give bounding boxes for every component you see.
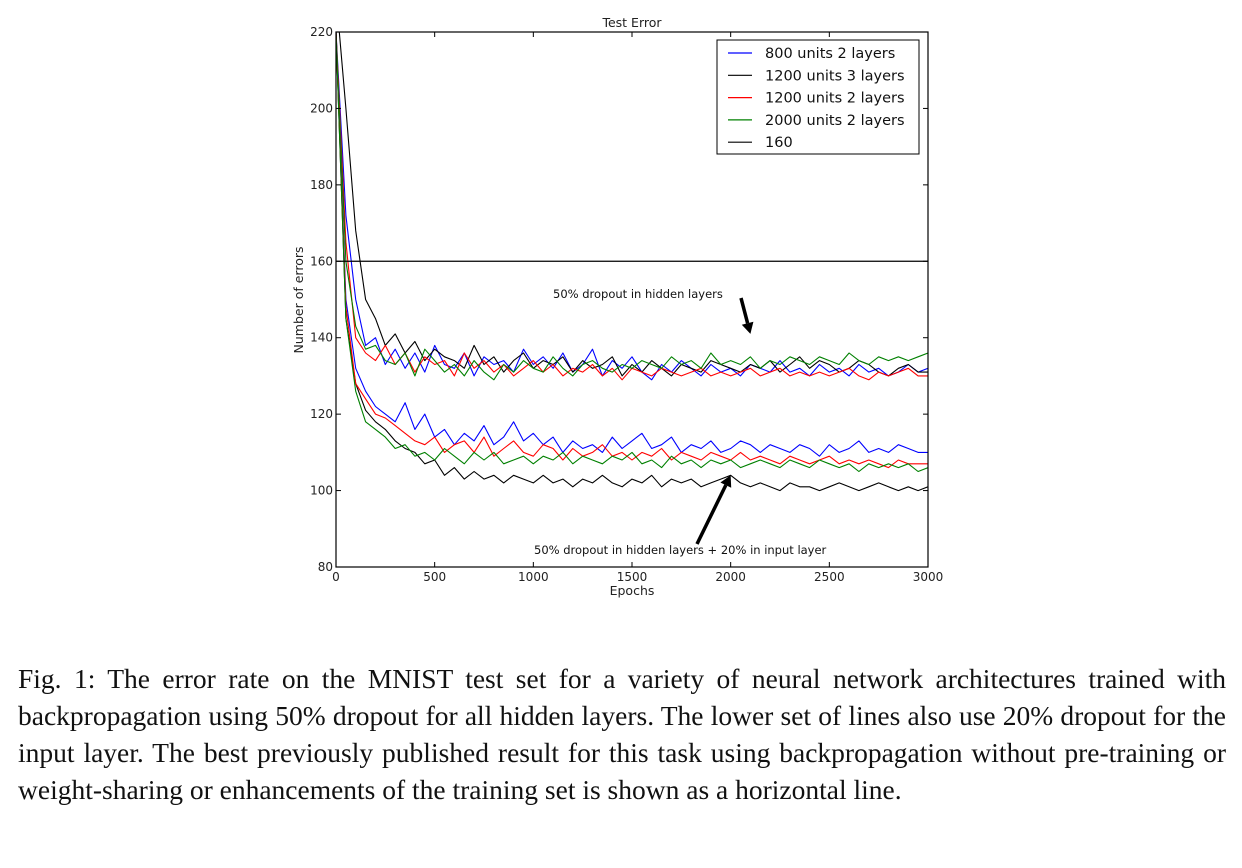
series-line-hidden+input-dropout-1200-units-2-layers [336,32,928,469]
series-line-hidden+input-dropout-2000-units-2-layers [336,32,928,473]
y-tick-label: 180 [310,178,333,192]
series-line-hidden-dropout-2000-units-2-layers [336,32,928,381]
chart-title: Test Error [601,15,662,30]
x-tick-label: 2500 [814,570,845,584]
annotation-lower: 50% dropout in hidden layers + 20% in in… [534,543,827,557]
arrow-upper-icon [739,297,754,334]
figure-caption: Fig. 1: The error rate on the MNIST test… [18,663,1226,805]
x-axis-label: Epochs [610,583,655,598]
x-tick-label: 0 [332,570,340,584]
x-tick-label: 2000 [715,570,746,584]
x-tick-label: 500 [423,570,446,584]
legend-label: 2000 units 2 layers [765,113,905,129]
y-axis-label: Number of errors [291,247,306,354]
test-error-chart: Test Error 50% dropout in hidden layers … [291,15,943,598]
x-tick-label: 1000 [518,570,549,584]
y-tick-label: 200 [310,101,333,115]
series-layer [336,32,928,492]
series-line-hidden-dropout-1200-units-3-layers [338,32,928,377]
annotation-layer: 50% dropout in hidden layers 50% dropout… [534,287,827,557]
x-tick-label: 3000 [913,570,944,584]
legend-label: 800 units 2 layers [765,46,895,62]
y-tick-label: 80 [318,560,333,574]
series-line-hidden-dropout-800-units-2-layers [336,32,928,381]
annotation-upper: 50% dropout in hidden layers [553,287,723,301]
y-tick-label: 220 [310,25,333,39]
tick-layer: 0 500 1000 1500 2000 2500 3000 80 100 120 140 160 18… [310,25,943,584]
arrow-lower-icon [695,475,732,545]
y-tick-label: 160 [310,254,333,268]
y-tick-label: 100 [310,484,333,498]
y-tick-label: 140 [310,331,333,345]
y-tick-label: 120 [310,407,333,421]
legend-label: 1200 units 3 layers [765,68,905,84]
legend-label: 1200 units 2 layers [765,91,905,107]
legend: 800 units 2 layers 1200 units 3 layers 120… [716,39,920,155]
x-tick-label: 1500 [617,570,648,584]
legend-label: 160 [765,135,793,151]
